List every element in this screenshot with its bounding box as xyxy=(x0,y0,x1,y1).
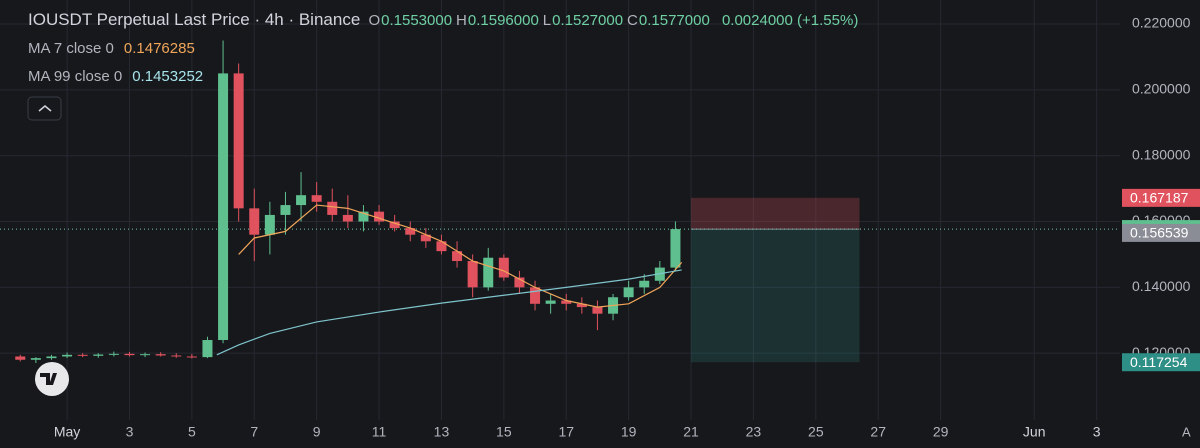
x-tick-label: 9 xyxy=(313,424,321,440)
tv-logo xyxy=(35,362,69,396)
candle-body xyxy=(140,354,151,356)
candle-body xyxy=(249,208,260,235)
candle-body xyxy=(436,241,447,252)
candle-body xyxy=(264,214,275,235)
price-label-box xyxy=(1122,223,1200,242)
indicator-legend: MA 7 close 0 0.1476285 xyxy=(28,40,199,57)
candle-body xyxy=(108,353,119,355)
candle-body xyxy=(498,257,509,278)
candle-body xyxy=(592,307,603,314)
indicator-name: MA 99 close 0 xyxy=(28,68,123,85)
y-tick-label: 0.220000 xyxy=(1132,15,1191,31)
candle-body xyxy=(327,201,338,215)
candle-body xyxy=(623,287,634,298)
ohlc-key: O xyxy=(368,12,381,29)
ohlc-key: L xyxy=(542,12,552,29)
candle-body xyxy=(358,211,369,222)
x-tick-label: 29 xyxy=(933,424,949,440)
candle-body xyxy=(202,340,213,358)
marks xyxy=(0,40,1120,364)
x-tick-label: 3 xyxy=(1093,424,1101,440)
x-tick-label: 3 xyxy=(126,424,134,440)
collapse-icon xyxy=(38,105,52,112)
change: 0.0024000 (+1.55%) xyxy=(721,12,859,29)
candle-body xyxy=(311,195,322,202)
candle-body xyxy=(670,229,681,268)
candle-body xyxy=(280,205,291,215)
grid xyxy=(0,0,1120,420)
candle-body xyxy=(420,234,431,242)
ma-line xyxy=(216,269,682,356)
x-tick-label: 25 xyxy=(808,424,824,440)
candle-body xyxy=(155,354,166,356)
target-zone xyxy=(691,229,860,363)
x-tick-label: 21 xyxy=(683,424,699,440)
candle-body xyxy=(530,287,541,304)
y-tick-label: 0.200000 xyxy=(1132,81,1191,97)
x-tick-label: 7 xyxy=(250,424,258,440)
candle-body xyxy=(218,73,229,341)
ohlc-value: 0.1577000 xyxy=(638,12,710,29)
collapse-button[interactable] xyxy=(27,96,62,121)
stop-zone xyxy=(691,197,860,230)
ohlc-key: H xyxy=(456,12,467,29)
candle-body xyxy=(186,356,197,358)
ohlc-key: C xyxy=(627,12,638,29)
ohlc-value: 0.1553000 xyxy=(381,12,453,29)
x-tick-label: 13 xyxy=(434,424,450,440)
candle-body xyxy=(342,214,353,222)
candle-body xyxy=(545,300,556,304)
x-tick-label: 11 xyxy=(372,424,387,440)
ohlc-value: 0.1596000 xyxy=(467,12,539,29)
price-label-box xyxy=(1122,353,1200,372)
x-tick-label: 27 xyxy=(870,424,886,440)
price-label: 0.167187 xyxy=(1130,190,1189,206)
candle-body xyxy=(93,354,104,356)
x-tick-label: 15 xyxy=(496,424,512,440)
x-tick-label: 19 xyxy=(621,424,637,440)
auto-scale-button[interactable]: A xyxy=(1182,424,1191,439)
candle-body xyxy=(77,354,88,356)
x-tick-label: 23 xyxy=(746,424,762,440)
candle-body xyxy=(405,228,416,235)
indicator-legend: MA 99 close 0 0.1453252 xyxy=(28,68,207,85)
candle-body xyxy=(46,356,57,359)
indicator-name: MA 7 close 0 xyxy=(28,40,114,57)
candle-body xyxy=(15,356,26,360)
candle-body xyxy=(561,300,572,304)
candle-body xyxy=(639,280,650,288)
symbol-title: IOUSDT Perpetual Last Price · 4h · Binan… xyxy=(28,10,361,29)
header-legend: IOUSDT Perpetual Last Price · 4h · Binan… xyxy=(28,10,862,30)
candle-body xyxy=(124,353,135,356)
candle-body xyxy=(467,261,478,288)
candle-body xyxy=(483,257,494,288)
indicator-value: 0.1476285 xyxy=(123,40,195,57)
candle-body xyxy=(30,358,41,360)
candle-body xyxy=(296,195,307,206)
candle-body xyxy=(171,355,182,357)
x-tick-label: May xyxy=(54,424,80,440)
ohlc: O0.1553000 H0.1596000 L0.1527000 C0.1577000 xyxy=(368,12,713,29)
candle-body xyxy=(62,354,73,357)
x-tick-label: Jun xyxy=(1023,424,1046,440)
candle-body xyxy=(452,251,463,262)
candle-body xyxy=(576,303,587,308)
ma-line xyxy=(238,204,683,308)
candle-body xyxy=(374,211,385,222)
x-tick-label: 5 xyxy=(188,424,196,440)
price-label-box xyxy=(1122,188,1200,207)
candle-body xyxy=(389,221,400,229)
candle-body xyxy=(514,277,525,288)
price-label: 0.156539 xyxy=(1130,225,1189,241)
y-tick-label: 0.140000 xyxy=(1132,278,1191,294)
candle-body xyxy=(233,73,244,209)
price-label: 0.117254 xyxy=(1130,354,1188,370)
indicator-value: 0.1453252 xyxy=(132,68,204,85)
x-tick-label: 17 xyxy=(558,424,574,440)
y-tick-label: 0.180000 xyxy=(1132,146,1191,162)
ohlc-value: 0.1527000 xyxy=(552,12,624,29)
